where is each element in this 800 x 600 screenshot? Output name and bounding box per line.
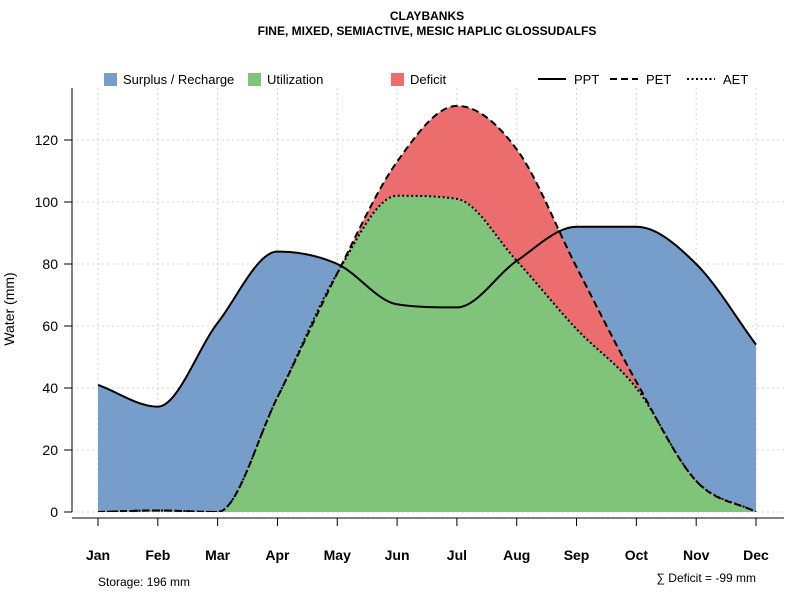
x-tick-label-jun: Jun — [385, 547, 410, 563]
x-tick-label-oct: Oct — [625, 547, 649, 563]
series-line-ppt — [97, 225, 757, 408]
series-line-pet — [97, 104, 757, 512]
areas-layer — [98, 105, 756, 512]
x-tick-label-sep: Sep — [564, 547, 590, 563]
legend-swatch-surplus — [104, 73, 117, 86]
y-tick-label: 20 — [42, 442, 58, 458]
y-tick-label: 100 — [35, 194, 59, 210]
y-tick-label: 120 — [35, 132, 59, 148]
y-axis-title: Water (mm) — [1, 272, 17, 345]
chart-title: CLAYBANKS — [390, 9, 464, 23]
legend-label-utilization: Utilization — [267, 72, 323, 87]
x-tick-label-aug: Aug — [503, 547, 530, 563]
x-tick-label-feb: Feb — [145, 547, 170, 563]
legend-swatch-deficit — [391, 73, 404, 86]
series-line-aet — [97, 194, 757, 512]
x-tick-label-jul: Jul — [447, 547, 467, 563]
legend-label-pet: PET — [646, 72, 671, 87]
storage-annotation: Storage: 196 mm — [98, 575, 190, 589]
deficit-annotation: ∑ Deficit = -99 mm — [656, 571, 756, 585]
x-tick-label-nov: Nov — [683, 547, 710, 563]
legend-swatch-utilization — [248, 73, 261, 86]
chart-subtitle: FINE, MIXED, SEMIACTIVE, MESIC HAPLIC GL… — [258, 24, 597, 38]
y-tick-label: 0 — [50, 504, 58, 520]
x-tick-label-apr: Apr — [265, 547, 290, 563]
legend-label-surplus: Surplus / Recharge — [123, 72, 234, 87]
y-tick-label: 80 — [42, 256, 58, 272]
x-tick-label-jan: Jan — [86, 547, 110, 563]
legend-label-ppt: PPT — [574, 72, 599, 87]
deficit-area — [98, 105, 756, 512]
x-tick-label-dec: Dec — [743, 547, 769, 563]
x-tick-label-may: May — [324, 547, 351, 563]
axes: 0 20 40 60 80 100 120 Jan Feb Mar Apr May Jun Jul Aug S… — [35, 88, 784, 563]
legend: Surplus / Recharge Utilization Deficit PPT P… — [104, 72, 748, 87]
y-tick-label: 60 — [42, 318, 58, 334]
legend-label-deficit: Deficit — [410, 72, 447, 87]
x-tick-label-mar: Mar — [205, 547, 230, 563]
legend-label-aet: AET — [723, 72, 748, 87]
y-tick-label: 40 — [42, 380, 58, 396]
lines-layer — [97, 104, 757, 512]
